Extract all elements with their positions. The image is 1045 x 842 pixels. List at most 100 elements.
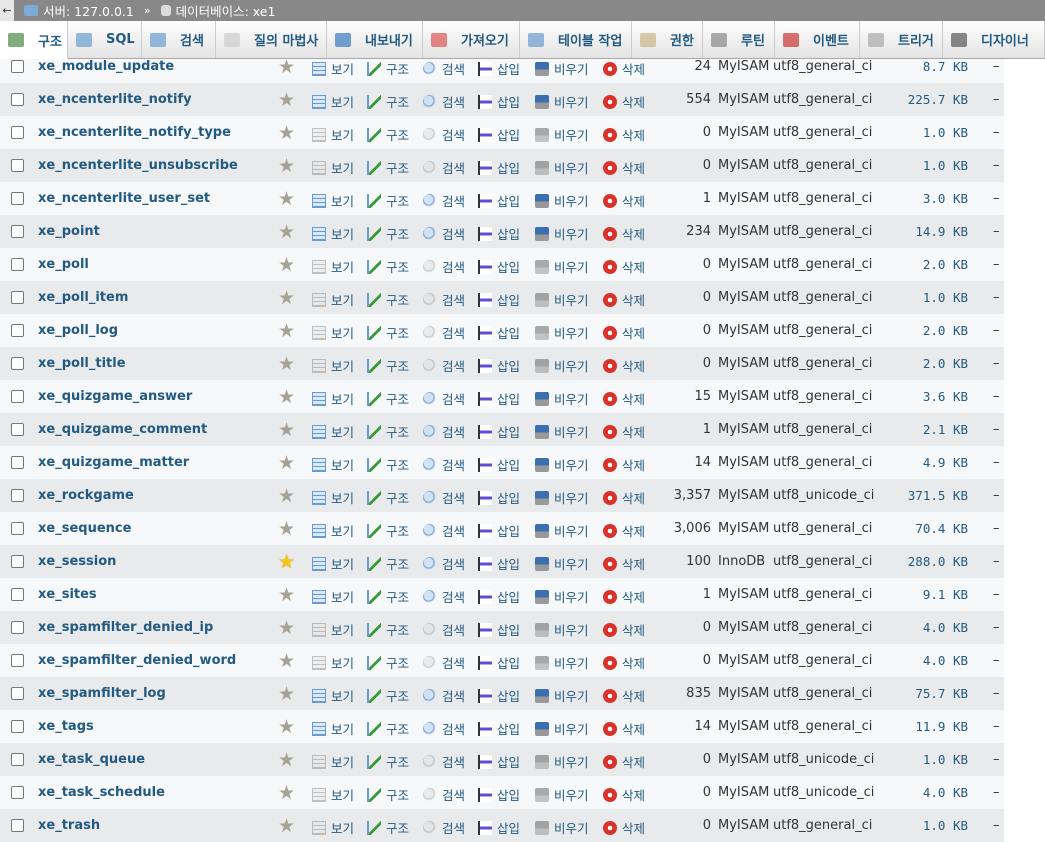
browse-action[interactable]: 보기 [312, 92, 354, 111]
structure-action[interactable]: 구조 [367, 587, 409, 606]
browse-action[interactable]: 보기 [312, 59, 354, 78]
insert-action[interactable]: 삽입 [478, 620, 520, 639]
drop-action[interactable]: 삭제 [603, 455, 645, 474]
favorite-star-icon[interactable]: ★ [278, 518, 296, 540]
structure-action[interactable]: 구조 [367, 323, 409, 342]
favorite-star-icon[interactable]: ★ [278, 188, 296, 210]
browse-action[interactable]: 보기 [312, 554, 354, 573]
back-arrow-icon[interactable]: ← [0, 0, 14, 21]
drop-action[interactable]: 삭제 [603, 488, 645, 507]
drop-action[interactable]: 삭제 [603, 653, 645, 672]
drop-action[interactable]: 삭제 [603, 191, 645, 210]
table-size[interactable]: 2.0 KB [922, 257, 968, 272]
drop-action[interactable]: 삭제 [603, 719, 645, 738]
row-checkbox[interactable] [11, 588, 24, 601]
empty-action[interactable]: 비우기 [535, 686, 589, 705]
empty-action[interactable]: 비우기 [535, 752, 589, 771]
insert-action[interactable]: 삽입 [478, 323, 520, 342]
table-name-link[interactable]: xe_spamfilter_log [38, 686, 166, 701]
row-checkbox[interactable] [11, 786, 24, 799]
insert-action[interactable]: 삽입 [478, 422, 520, 441]
table-size[interactable]: 8.7 KB [922, 59, 968, 74]
structure-action[interactable]: 구조 [367, 785, 409, 804]
table-name-link[interactable]: xe_session [38, 554, 117, 569]
insert-action[interactable]: 삽입 [478, 158, 520, 177]
table-name-link[interactable]: xe_sites [38, 587, 97, 602]
favorite-star-icon[interactable]: ★ [278, 287, 296, 309]
drop-action[interactable]: 삭제 [603, 752, 645, 771]
favorite-star-icon[interactable]: ★ [278, 782, 296, 804]
empty-action[interactable]: 비우기 [535, 224, 589, 243]
table-name-link[interactable]: xe_rockgame [38, 488, 134, 503]
row-checkbox[interactable] [11, 423, 24, 436]
insert-action[interactable]: 삽입 [478, 224, 520, 243]
structure-action[interactable]: 구조 [367, 686, 409, 705]
favorite-star-icon[interactable]: ★ [278, 485, 296, 507]
structure-action[interactable]: 구조 [367, 158, 409, 177]
insert-action[interactable]: 삽입 [478, 92, 520, 111]
search-action[interactable]: 검색 [423, 59, 465, 78]
tab-11[interactable]: 디자이너 [943, 21, 1045, 58]
row-checkbox[interactable] [11, 324, 24, 337]
empty-action[interactable]: 비우기 [535, 554, 589, 573]
structure-action[interactable]: 구조 [367, 389, 409, 408]
favorite-star-icon[interactable]: ★ [278, 56, 296, 78]
table-name-link[interactable]: xe_task_schedule [38, 785, 165, 800]
favorite-star-icon[interactable]: ★ [278, 749, 296, 771]
insert-action[interactable]: 삽입 [478, 785, 520, 804]
favorite-star-icon[interactable]: ★ [278, 815, 296, 837]
favorite-star-icon[interactable]: ★ [278, 584, 296, 606]
favorite-star-icon[interactable]: ★ [278, 89, 296, 111]
insert-action[interactable]: 삽입 [478, 488, 520, 507]
favorite-star-icon[interactable]: ★ [278, 419, 296, 441]
tab-6[interactable]: 테이블 작업 [520, 21, 632, 58]
browse-action[interactable]: 보기 [312, 389, 354, 408]
breadcrumb-database[interactable]: 데이터베이스: xe1 [160, 1, 275, 20]
insert-action[interactable]: 삽입 [478, 686, 520, 705]
browse-action[interactable]: 보기 [312, 719, 354, 738]
table-size[interactable]: 288.0 KB [907, 554, 968, 569]
row-checkbox[interactable] [11, 159, 24, 172]
structure-action[interactable]: 구조 [367, 653, 409, 672]
insert-action[interactable]: 삽입 [478, 752, 520, 771]
insert-action[interactable]: 삽입 [478, 455, 520, 474]
row-checkbox[interactable] [11, 258, 24, 271]
breadcrumb-server[interactable]: 서버: 127.0.0.1 [24, 1, 134, 20]
drop-action[interactable]: 삭제 [603, 554, 645, 573]
table-size[interactable]: 9.1 KB [922, 587, 968, 602]
search-action[interactable]: 검색 [423, 422, 465, 441]
empty-action[interactable]: 비우기 [535, 191, 589, 210]
insert-action[interactable]: 삽입 [478, 125, 520, 144]
search-action[interactable]: 검색 [423, 488, 465, 507]
empty-action[interactable]: 비우기 [535, 125, 589, 144]
tab-10[interactable]: 트리거 [860, 21, 943, 58]
search-action[interactable]: 검색 [423, 653, 465, 672]
structure-action[interactable]: 구조 [367, 488, 409, 507]
browse-action[interactable]: 보기 [312, 587, 354, 606]
table-size[interactable]: 3.6 KB [922, 389, 968, 404]
table-name-link[interactable]: xe_quizgame_comment [38, 422, 208, 437]
browse-action[interactable]: 보기 [312, 752, 354, 771]
search-action[interactable]: 검색 [423, 785, 465, 804]
table-size[interactable]: 4.9 KB [922, 455, 968, 470]
empty-action[interactable]: 비우기 [535, 92, 589, 111]
row-checkbox[interactable] [11, 654, 24, 667]
empty-action[interactable]: 비우기 [535, 455, 589, 474]
insert-action[interactable]: 삽입 [478, 818, 520, 837]
structure-action[interactable]: 구조 [367, 356, 409, 375]
table-name-link[interactable]: xe_poll [38, 257, 89, 272]
empty-action[interactable]: 비우기 [535, 323, 589, 342]
table-size[interactable]: 11.9 KB [915, 719, 968, 734]
search-action[interactable]: 검색 [423, 620, 465, 639]
table-name-link[interactable]: xe_quizgame_answer [38, 389, 193, 404]
drop-action[interactable]: 삭제 [603, 125, 645, 144]
tab-3[interactable]: 질의 마법사 [216, 21, 327, 58]
search-action[interactable]: 검색 [423, 323, 465, 342]
row-checkbox[interactable] [11, 192, 24, 205]
table-size[interactable]: 1.0 KB [922, 125, 968, 140]
favorite-star-icon[interactable]: ★ [278, 650, 296, 672]
search-action[interactable]: 검색 [423, 356, 465, 375]
drop-action[interactable]: 삭제 [603, 356, 645, 375]
table-name-link[interactable]: xe_poll_log [38, 323, 119, 338]
search-action[interactable]: 검색 [423, 719, 465, 738]
